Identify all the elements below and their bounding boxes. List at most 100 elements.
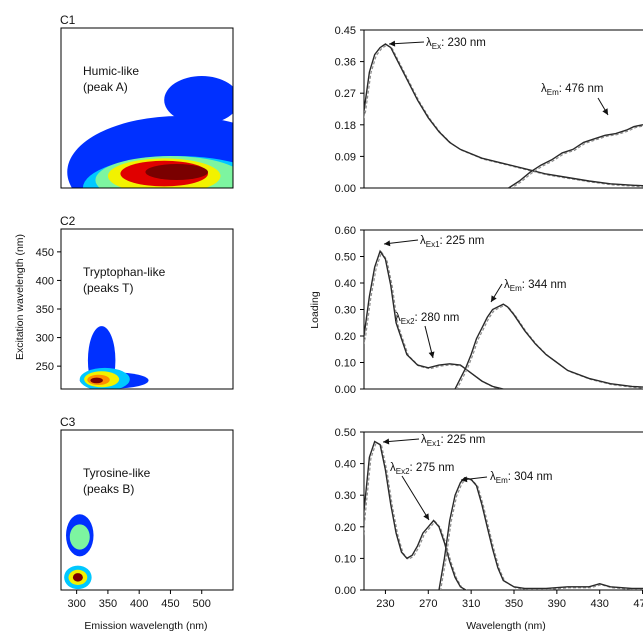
arrow-ex-c1-head	[389, 40, 396, 47]
x-tick-label: 430	[591, 598, 609, 610]
loading-panel-c3: 0.00 0.10 0.20 0.30 0.40 0.50 230 270 310 350 390 4…	[335, 427, 643, 632]
loading-panel-c1: 0.00 0.09 0.18 0.27 0.36 0.45	[335, 25, 643, 195]
annotation-ex-c1: λEx: 230 nm	[426, 37, 486, 51]
x-tick-label: 470	[633, 598, 643, 610]
eem-contour-5	[145, 164, 208, 180]
x-tick-label: 300	[67, 598, 85, 610]
eem-frame	[60, 228, 234, 390]
arrow-em-c1-head	[602, 108, 608, 115]
arrow-em-c3-head	[461, 476, 468, 483]
arrow-ex1-c3	[382, 438, 420, 443]
eem-frame	[60, 429, 234, 591]
x-tick-label: 500	[193, 598, 211, 610]
series-line-1	[454, 303, 643, 389]
annotation-em-c3: λEm: 304 nm	[490, 471, 553, 485]
x-tick-label: 350	[505, 598, 523, 610]
arrow-ex2-c3	[401, 475, 430, 521]
component-label: (peaks B)	[83, 482, 134, 496]
y-tick-label: 450	[36, 247, 54, 259]
annotation-ex2-c3: λEx2: 275 nm	[390, 462, 454, 476]
series-line-0	[364, 249, 504, 389]
series-line-1	[508, 123, 643, 188]
eem-frame	[60, 27, 234, 189]
eem-contours	[67, 76, 233, 188]
x-tick-label: 450	[161, 598, 179, 610]
x-tick-label: 390	[548, 598, 566, 610]
component-label: Tryptophan-like	[83, 265, 166, 279]
eem-contour-1	[69, 524, 90, 550]
panel-label-c3: C3	[60, 415, 76, 429]
x-tick-label: 310	[462, 598, 480, 610]
series-line-dashed-1	[510, 125, 643, 188]
component-label: Humic-like	[83, 64, 139, 78]
series-group	[364, 249, 643, 389]
arrow-ex1-c2-head	[384, 240, 391, 247]
component-label: Tyrosine-like	[83, 466, 151, 480]
y-tick-label: 0.27	[335, 88, 356, 100]
eem-panel-c2: C2 Tryptophan-like (peaks T) 250 300 350 400 45…	[14, 214, 234, 390]
arrow-ex2-c3-head	[423, 513, 429, 520]
plot-frame	[363, 431, 643, 591]
annotation-ex1-c2: λEx1: 225 nm	[420, 235, 484, 249]
y-tick-label: 0.50	[335, 252, 356, 264]
y-tick-label: 0.30	[335, 305, 356, 317]
annotation-ex1-c3: λEx1: 225 nm	[421, 434, 485, 448]
y-tick-label: 0.60	[335, 225, 356, 237]
y-tick-label: 0.40	[335, 459, 356, 471]
y-tick-label: 0.20	[335, 522, 356, 534]
panel-label-c2: C2	[60, 214, 76, 228]
series-line-0	[364, 440, 467, 590]
y-tick-label: 0.50	[335, 427, 356, 439]
y-tick-label: 0.18	[335, 120, 356, 132]
y-tick-label: 0.10	[335, 358, 356, 370]
y-axis-title: Loading	[309, 291, 321, 329]
eem-panel-c1: C1 Humic-like (peak A)	[60, 13, 234, 189]
x-tick-label: 270	[419, 598, 437, 610]
annotation-em-c1: λEm: 476 nm	[541, 83, 604, 97]
x-tick-label: 400	[130, 598, 148, 610]
arrow-ex2-c2-head	[428, 351, 435, 358]
y-tick-label: 400	[36, 275, 54, 287]
y-tick-label: 300	[36, 333, 54, 345]
component-label: (peak A)	[83, 80, 128, 94]
loading-panel-c2: 0.00 0.10 0.20 0.30 0.40 0.50 0.60 Loading	[309, 225, 643, 396]
y-tick-label: 250	[36, 361, 54, 373]
series-line-1	[438, 477, 643, 590]
plot-frame	[363, 29, 643, 189]
x-tick-label: 230	[376, 598, 394, 610]
eem-panel-c3: C3 Tyrosine-like (peaks B) 300 350 400 450 500 E…	[60, 415, 234, 632]
eem-contour-4	[72, 573, 83, 582]
eem-contour-5	[90, 377, 103, 384]
eem-contours	[79, 326, 149, 389]
arrow-em-c2-head	[491, 295, 497, 302]
y-tick-label: 0.20	[335, 331, 356, 343]
y-axis-title: Excitation wavelength (nm)	[14, 234, 26, 360]
eem-contours	[64, 514, 94, 590]
y-tick-label: 0.40	[335, 278, 356, 290]
x-axis-title: Emission wavelength (nm)	[84, 620, 207, 632]
component-label: (peaks T)	[83, 281, 133, 295]
series-group	[364, 43, 643, 188]
y-tick-label: 0.36	[335, 57, 356, 69]
y-tick-label: 0.45	[335, 25, 356, 37]
y-tick-label: 0.09	[335, 151, 356, 163]
series-group	[364, 440, 643, 590]
annotation-em-c2: λEm: 344 nm	[504, 279, 567, 293]
series-line-0	[364, 43, 643, 187]
panel-label-c1: C1	[60, 13, 76, 27]
series-line-dashed-1	[456, 304, 643, 389]
plot-frame	[363, 229, 643, 390]
arrow-ex1-c3-head	[383, 438, 390, 445]
y-tick-label: 0.10	[335, 553, 356, 565]
y-tick-label: 0.00	[335, 384, 356, 396]
y-tick-label: 0.30	[335, 490, 356, 502]
y-tick-label: 0.00	[335, 183, 356, 195]
x-tick-label: 350	[99, 598, 117, 610]
y-tick-label: 0.00	[335, 585, 356, 597]
x-axis-title: Wavelength (nm)	[466, 620, 546, 632]
annotation-ex2-c2: λEx2: 280 nm	[395, 312, 459, 326]
series-line-dashed-0	[364, 44, 643, 188]
series-line-dashed-1	[440, 478, 643, 590]
y-tick-label: 350	[36, 304, 54, 316]
